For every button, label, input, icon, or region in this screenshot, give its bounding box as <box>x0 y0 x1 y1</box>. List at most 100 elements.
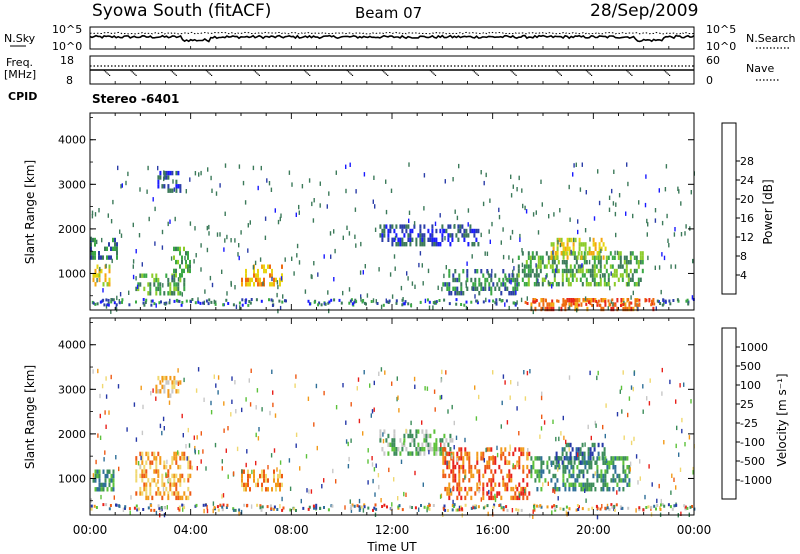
echo-cell <box>349 507 352 511</box>
echo-cell <box>222 503 225 507</box>
echo-cell <box>323 478 325 483</box>
echo-cell <box>552 302 555 307</box>
colorbar-tick-label: 1000 <box>740 341 768 354</box>
echo-cell <box>455 508 458 512</box>
echo-cell <box>407 433 410 439</box>
echo-cell <box>426 507 428 513</box>
echo-cell <box>628 396 631 401</box>
echo-cell <box>604 506 607 510</box>
echo-cell <box>448 286 451 291</box>
echo-cell <box>537 255 540 260</box>
echo-cell <box>678 452 680 457</box>
echo-cell <box>419 228 422 234</box>
echo-cell <box>512 258 514 263</box>
echo-cell <box>572 302 575 306</box>
echo-cell <box>358 505 361 509</box>
echo-cell <box>614 250 616 256</box>
echo-cell <box>571 277 574 282</box>
echo-cell <box>530 302 533 307</box>
echo-cell <box>587 507 590 511</box>
echo-cell <box>685 224 687 229</box>
echo-cell <box>490 478 493 483</box>
echo-cell <box>622 456 625 461</box>
echo-cell <box>631 277 634 282</box>
echo-cell <box>518 482 521 487</box>
echo-cell <box>222 493 225 498</box>
echo-cell <box>458 491 461 496</box>
echo-cell <box>531 268 534 274</box>
echo-cell <box>393 438 396 443</box>
echo-cell <box>638 200 640 205</box>
echo-cell <box>255 298 258 302</box>
echo-cell <box>562 415 564 421</box>
echo-cell <box>465 305 468 311</box>
echo-cell <box>175 188 178 193</box>
echo-cell <box>265 268 267 274</box>
echo-cell <box>113 495 115 500</box>
echo-cell <box>587 447 590 452</box>
echo-cell <box>604 482 607 487</box>
echo-cell <box>418 262 420 268</box>
echo-cell <box>579 264 582 269</box>
echo-cell <box>100 494 102 500</box>
echo-cell <box>434 407 436 412</box>
echo-cell <box>163 389 166 394</box>
echo-cell <box>175 456 178 461</box>
echo-cell <box>632 386 634 392</box>
echo-cell <box>301 184 304 189</box>
echo-cell <box>155 464 158 470</box>
echo-cell <box>606 460 609 465</box>
nave-dip-point <box>253 70 255 72</box>
echo-cell <box>502 508 505 512</box>
echo-cell <box>403 491 405 497</box>
echo-cell <box>150 508 153 512</box>
echo-cell <box>441 237 444 242</box>
echo-cell <box>661 391 663 396</box>
echo-cell <box>163 426 165 431</box>
echo-cell <box>591 506 594 510</box>
echo-cell <box>565 439 567 445</box>
echo-cell <box>588 251 591 256</box>
echo-cell <box>279 504 281 509</box>
echo-cell <box>537 264 540 269</box>
echo-cell <box>608 207 611 212</box>
echo-cell <box>449 233 452 238</box>
echo-cell <box>442 506 445 510</box>
echo-cell <box>468 469 471 474</box>
echo-cell <box>157 375 160 381</box>
echo-cell <box>471 228 474 234</box>
echo-cell <box>110 255 112 260</box>
echo-cell <box>257 482 259 488</box>
echo-cell <box>399 237 402 242</box>
echo-cell <box>112 246 114 251</box>
echo-cell <box>132 259 135 264</box>
echo-cell <box>477 242 480 247</box>
echo-cell <box>492 455 494 460</box>
echo-cell <box>597 451 600 456</box>
nave-dip-point <box>559 73 561 75</box>
echo-cell <box>421 442 424 447</box>
echo-cell <box>678 189 680 194</box>
echo-cell <box>104 410 106 415</box>
echo-cell <box>106 246 108 251</box>
echo-cell <box>271 273 273 278</box>
echo-cell <box>94 478 97 483</box>
echo-cell <box>522 478 525 483</box>
echo-cell <box>460 464 463 470</box>
echo-cell <box>535 299 538 302</box>
colorbar-tick-label: 4 <box>740 269 747 282</box>
echo-cell <box>608 465 611 470</box>
colorbar-tick-label: 20 <box>740 193 754 206</box>
echo-cell <box>421 237 424 242</box>
echo-cell <box>617 277 620 282</box>
echo-cell <box>492 460 495 465</box>
echo-cell <box>90 236 92 242</box>
echo-cell <box>319 181 321 186</box>
echo-cell <box>92 478 95 483</box>
echo-cell <box>527 268 530 274</box>
echo-cell <box>548 306 551 312</box>
echo-cell <box>415 433 418 439</box>
echo-cell <box>423 451 426 456</box>
echo-cell <box>596 469 599 474</box>
echo-cell <box>272 507 275 511</box>
